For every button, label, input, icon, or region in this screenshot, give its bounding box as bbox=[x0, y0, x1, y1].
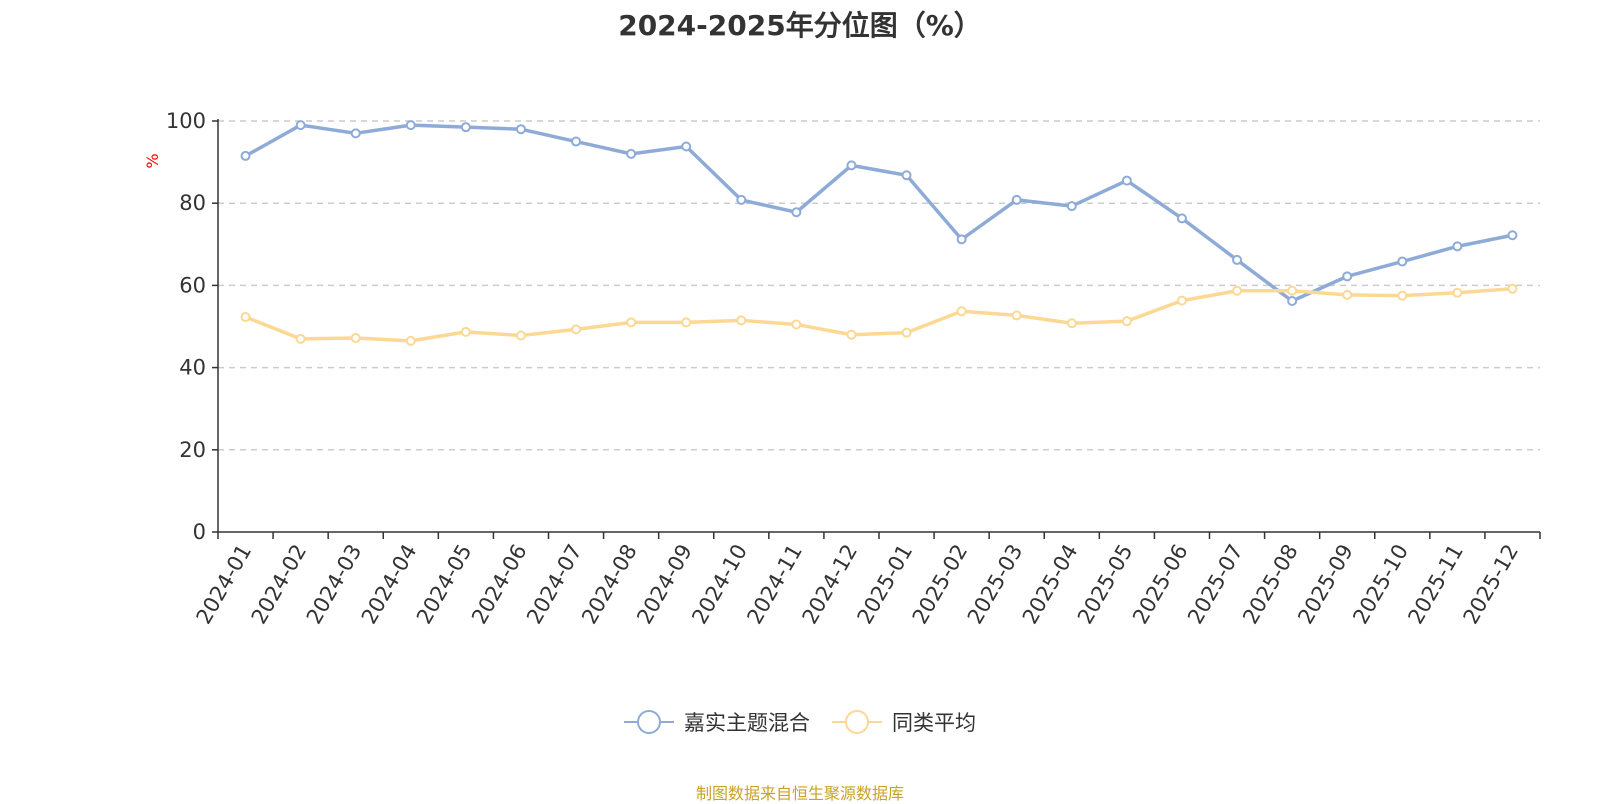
series-layer bbox=[240, 120, 1518, 346]
y-axis-unit-label: % bbox=[143, 153, 162, 168]
data-point-series-2 bbox=[626, 317, 637, 328]
y-tick-label: 0 bbox=[193, 520, 206, 544]
chart-title: 2024-2025年分位图（%） bbox=[618, 9, 982, 42]
legend-label-series-1: 嘉实主题混合 bbox=[684, 711, 810, 735]
y-tick-label: 100 bbox=[166, 109, 206, 133]
data-point-series-2 bbox=[1397, 290, 1408, 301]
data-point-series-2 bbox=[240, 312, 251, 323]
data-point-series-1 bbox=[1287, 296, 1298, 307]
data-point-series-2 bbox=[571, 324, 582, 335]
data-point-series-2 bbox=[901, 327, 912, 338]
data-point-series-2 bbox=[295, 333, 306, 344]
data-point-series-1 bbox=[1176, 213, 1187, 224]
data-point-series-1 bbox=[846, 160, 857, 171]
series-line-2 bbox=[244, 286, 1513, 343]
data-point-series-1 bbox=[1397, 256, 1408, 267]
data-point-series-1 bbox=[240, 150, 251, 161]
data-point-series-2 bbox=[1507, 283, 1518, 294]
data-point-series-2 bbox=[1452, 287, 1463, 298]
data-point-series-1 bbox=[295, 120, 306, 131]
data-point-series-2 bbox=[515, 330, 526, 341]
data-point-series-1 bbox=[626, 148, 637, 159]
data-point-series-2 bbox=[1342, 289, 1353, 300]
data-point-series-1 bbox=[681, 141, 692, 152]
line-chart: 0204060801002024-012024-022024-032024-04… bbox=[143, 109, 1541, 628]
source-note: 制图数据来自恒生聚源数据库 bbox=[695, 784, 904, 803]
legend-item-series-1[interactable]: 嘉实主题混合 bbox=[624, 707, 810, 737]
data-point-series-2 bbox=[681, 317, 692, 328]
data-point-series-2 bbox=[405, 335, 416, 346]
y-tick-label: 80 bbox=[179, 191, 206, 215]
data-point-series-2 bbox=[1232, 285, 1243, 296]
data-point-series-1 bbox=[1452, 241, 1463, 252]
legend-marker-series-2 bbox=[832, 710, 882, 734]
data-point-series-1 bbox=[405, 120, 416, 131]
data-point-series-2 bbox=[1066, 318, 1077, 329]
data-point-series-2 bbox=[736, 315, 747, 326]
y-tick-label: 60 bbox=[179, 273, 206, 297]
y-tick-label: 40 bbox=[179, 356, 206, 380]
data-point-series-1 bbox=[1121, 175, 1132, 186]
data-point-series-1 bbox=[956, 234, 967, 245]
data-point-series-2 bbox=[1121, 316, 1132, 327]
x-tick-label: 2025-12 bbox=[1458, 540, 1523, 628]
data-point-series-2 bbox=[1011, 310, 1022, 321]
data-point-series-2 bbox=[846, 329, 857, 340]
data-point-series-1 bbox=[1507, 230, 1518, 241]
data-point-series-1 bbox=[1066, 201, 1077, 212]
y-tick-label: 20 bbox=[179, 438, 206, 462]
grid-lines bbox=[218, 120, 1540, 451]
data-point-series-1 bbox=[460, 122, 471, 133]
data-point-series-2 bbox=[791, 319, 802, 330]
data-point-series-1 bbox=[350, 128, 361, 139]
data-point-series-2 bbox=[1287, 285, 1298, 296]
data-point-series-2 bbox=[1176, 295, 1187, 306]
legend-item-series-2[interactable]: 同类平均 bbox=[832, 707, 976, 737]
data-point-series-2 bbox=[460, 326, 471, 337]
legend: 嘉实主题混合 同类平均 bbox=[0, 707, 1600, 737]
data-point-series-1 bbox=[901, 170, 912, 181]
data-point-series-1 bbox=[515, 124, 526, 135]
data-point-series-1 bbox=[1011, 194, 1022, 205]
data-point-series-1 bbox=[736, 194, 747, 205]
data-point-series-1 bbox=[1232, 254, 1243, 265]
legend-marker-series-1 bbox=[624, 710, 674, 734]
data-point-series-2 bbox=[956, 306, 967, 317]
series-line-1 bbox=[244, 123, 1513, 303]
legend-label-series-2: 同类平均 bbox=[892, 711, 976, 735]
data-point-series-1 bbox=[571, 136, 582, 147]
data-point-series-2 bbox=[350, 333, 361, 344]
data-point-series-1 bbox=[791, 207, 802, 218]
axes: 0204060801002024-012024-022024-032024-04… bbox=[166, 109, 1541, 628]
data-point-series-1 bbox=[1342, 271, 1353, 282]
